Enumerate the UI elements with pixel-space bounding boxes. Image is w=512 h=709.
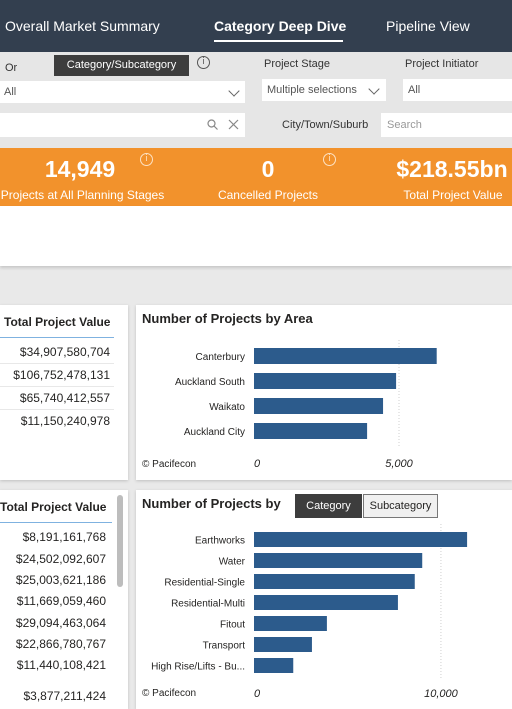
filter-panel: Or Category/Subcategory i All Project St… [0,52,512,148]
search-icon[interactable] [207,119,218,130]
kpi-total-caption: Total Project Value [403,188,503,202]
table-header: Total Project Value [0,500,107,514]
table-cell: $3,877,211,424 [23,689,106,703]
x-tick-label: 5,000 [385,458,413,470]
bar[interactable] [254,637,312,652]
header-divider [0,337,114,338]
bar[interactable] [254,658,294,673]
kpi-banner: 14,949 i Projects at All Planning Stages… [0,148,512,206]
kpi-cancelled-value: 0 [261,156,275,182]
projects-by-category-chart: Number of Projects by Category Subcatego… [136,490,512,709]
project-initiator-dropdown[interactable]: All [403,79,512,101]
tab-pipeline-view[interactable]: Pipeline View [386,18,470,34]
category-subcategory-button[interactable]: Category/Subcategory [54,55,189,76]
toggle-category[interactable]: Category [295,494,362,518]
project-initiator-value: All [408,84,421,96]
category-label: Residential-Single [164,578,245,589]
category-label: Waikato [209,402,245,413]
bar[interactable] [254,373,397,389]
project-stage-value: Multiple selections [267,84,357,96]
x-tick-label: 0 [254,458,261,470]
projects-by-area-chart: Number of Projects by Area 0 5,000 Canterb… [136,305,512,480]
project-stage-label: Project Stage [264,58,331,70]
chevron-down-icon [228,85,240,97]
bar-chart-category: 0 10,000 Earthworks Water Residential-Single… [151,524,468,700]
category-label: High Rise/Lifts - Bu... [151,662,245,673]
scrollbar-thumb[interactable] [117,495,123,587]
or-label: Or [5,62,18,74]
info-icon[interactable]: i [323,153,336,166]
table-cell: $11,150,240,978 [20,414,110,428]
table-cell: $25,003,621,186 [15,573,106,587]
bar[interactable] [254,398,384,414]
table-cell: $8,191,161,768 [22,530,106,544]
bar[interactable] [254,574,415,589]
top-nav: Overall Market Summary Category Deep Div… [0,0,512,52]
kpi-total-value: $218.55bn [396,156,508,182]
kpi-projects-caption: Projects at All Planning Stages [0,188,165,202]
project-initiator-label: Project Initiator [405,58,479,70]
category-label: Earthworks [195,536,245,547]
bar[interactable] [254,616,327,631]
tab-overall-market-summary[interactable]: Overall Market Summary [5,18,160,34]
x-tick-label: 0 [254,688,261,700]
table-cell: $65,740,412,557 [19,391,110,405]
bar-chart-area: 0 5,000 Canterbury Auckland South Waikato Auc… [175,340,437,470]
area-value-table: Total Project Value $34,907,580,704 $106… [0,305,128,480]
city-label: City/Town/Suburb [282,119,369,131]
bar[interactable] [254,348,437,364]
category-search-input[interactable] [0,113,245,137]
category-label: Auckland City [184,427,245,438]
header-divider [0,522,112,523]
kpi-cancelled-caption: Cancelled Projects [217,188,319,202]
table-cell: $22,866,780,767 [15,637,106,651]
chart-title: Number of Projects by [142,496,281,511]
bar[interactable] [254,532,468,547]
table-cell: $106,752,478,131 [13,368,110,382]
tab-category-deep-dive[interactable]: Category Deep Dive [214,18,347,34]
copyright-label: © Pacifecon [142,688,197,699]
toggle-subcategory[interactable]: Subcategory [363,494,438,518]
category-dropdown[interactable]: All [0,81,245,103]
category-dropdown-value: All [4,86,17,98]
table-cell: $29,094,463,064 [15,616,106,630]
chevron-down-icon [368,83,380,95]
table-cell: $34,907,580,704 [19,345,110,359]
active-tab-underline [214,40,343,42]
copyright-label: © Pacifecon [142,459,197,470]
table-header: Total Project Value [4,315,111,329]
bar[interactable] [254,423,368,439]
category-label: Auckland South [175,377,245,388]
category-label: Water [219,557,246,568]
blank-panel [0,206,512,266]
table-cell: $11,440,108,421 [16,658,106,672]
info-icon[interactable]: i [140,153,153,166]
category-label: Residential-Multi [171,599,245,610]
kpi-projects-value: 14,949 [44,156,116,182]
x-tick-label: 10,000 [424,688,459,700]
city-search-input[interactable]: Search [381,113,512,137]
bar[interactable] [254,553,423,568]
close-icon[interactable] [228,119,239,130]
category-value-table: Total Project Value $8,191,161,768 $24,5… [0,490,128,709]
project-stage-dropdown[interactable]: Multiple selections [262,79,386,101]
category-label: Transport [203,641,246,652]
info-icon[interactable]: i [197,56,210,69]
table-cell: $11,669,059,460 [16,594,106,608]
table-cell: $24,502,092,607 [15,552,106,566]
bar[interactable] [254,595,398,610]
chart-title: Number of Projects by Area [142,311,313,326]
category-label: Canterbury [196,352,245,363]
category-label: Fitout [220,620,245,631]
